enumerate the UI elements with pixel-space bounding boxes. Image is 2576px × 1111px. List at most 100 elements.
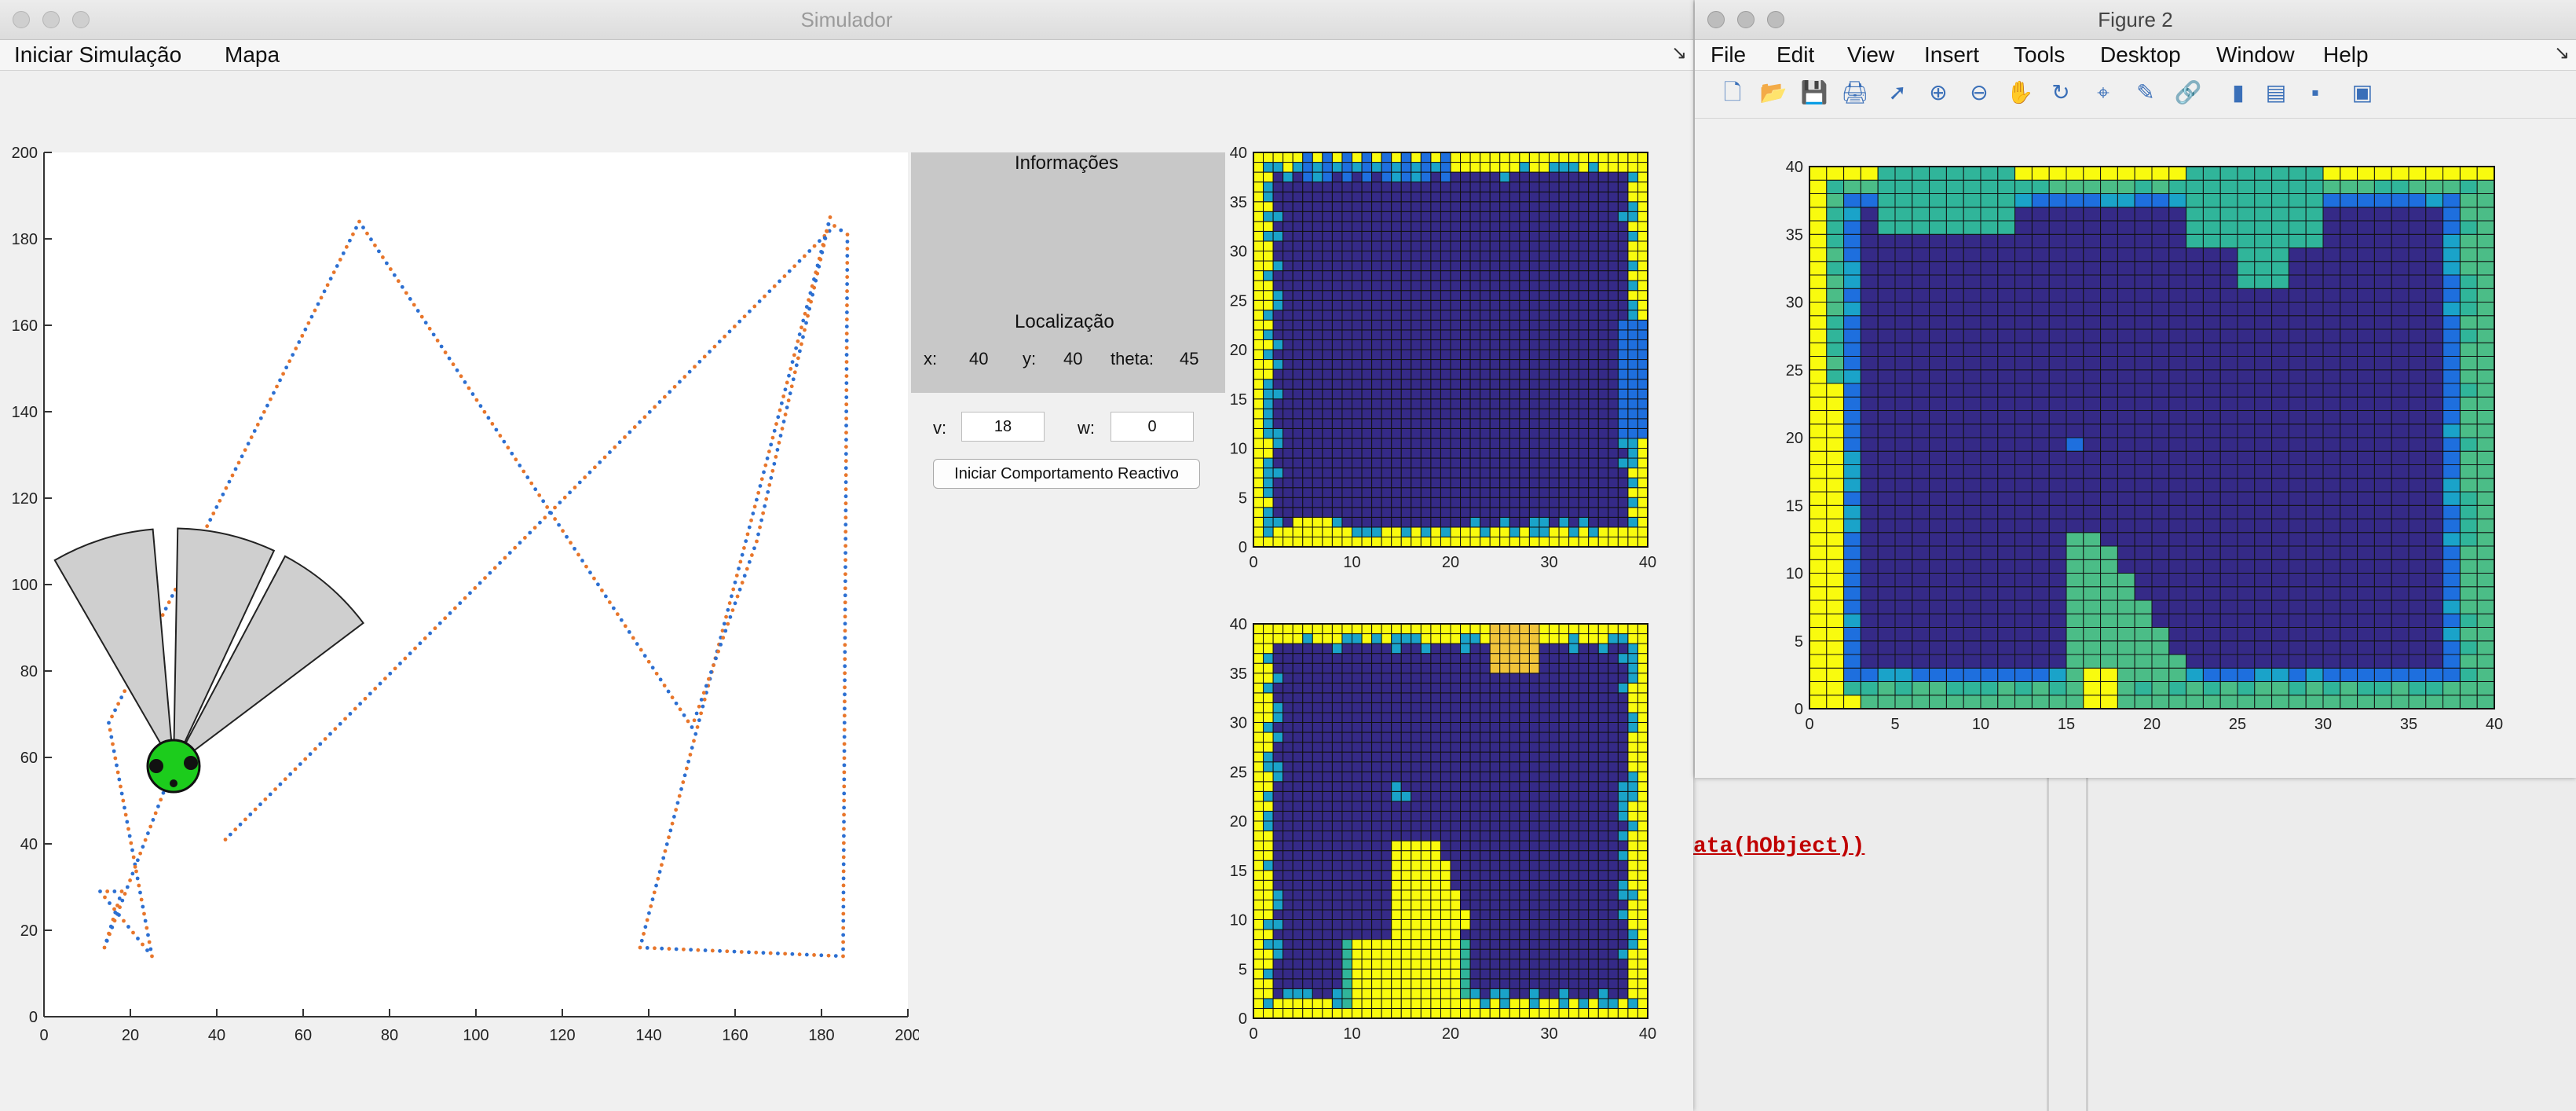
- heatmap-cell: [1440, 211, 1451, 222]
- heatmap-cell: [1489, 919, 1501, 930]
- heatmap-cell: [2014, 464, 2033, 479]
- heatmap-cell: [2459, 383, 2478, 398]
- background-code-link[interactable]: ata(hObject)): [1693, 834, 1865, 859]
- heatmap-cell: [1331, 909, 1343, 921]
- heatmap-cell: [1597, 536, 1609, 548]
- heatmap-cell: [1549, 379, 1560, 390]
- zoom-out-icon[interactable]: ⊖: [1970, 80, 1989, 104]
- menu-view[interactable]: View: [1847, 42, 1895, 67]
- new-icon[interactable]: 🗋: [1723, 80, 1742, 104]
- heatmap-cell: [1411, 349, 1422, 361]
- heatmap-cell: [1302, 310, 1313, 321]
- menu-window[interactable]: Window: [2216, 42, 2295, 67]
- heatmap-cell: [1352, 810, 1363, 822]
- datatip-icon[interactable]: ⌖: [2097, 80, 2109, 104]
- open-icon[interactable]: 📂: [1759, 80, 1787, 104]
- trajectory-dot: [230, 473, 235, 478]
- dock-icon[interactable]: ▣: [2351, 80, 2373, 104]
- pan-icon[interactable]: ✋: [2006, 80, 2034, 104]
- close-window-icon[interactable]: [1707, 11, 1725, 28]
- heatmap-cell: [1283, 487, 1293, 498]
- menu-mapa[interactable]: Mapa: [225, 42, 280, 67]
- heatmap-cell: [1480, 536, 1491, 548]
- heatmap-cell: [1381, 477, 1392, 489]
- rotate-icon[interactable]: ↻: [2051, 80, 2070, 104]
- heatmap-cell: [1997, 573, 2016, 588]
- trajectory-dot: [742, 314, 747, 319]
- zoom-in-icon[interactable]: ⊕: [1929, 80, 1948, 104]
- heatmap-cell: [1489, 988, 1501, 999]
- heatmap-cell: [1450, 790, 1462, 802]
- heatmap-cell: [2357, 491, 2375, 506]
- heatmap-cell: [1400, 742, 1412, 753]
- heatmap-cell: [1460, 850, 1471, 861]
- w-input[interactable]: 0: [1111, 412, 1194, 442]
- save-icon[interactable]: 💾: [1800, 80, 1828, 104]
- heatmap-cell: [2219, 396, 2238, 411]
- heatmap-cell: [1420, 761, 1432, 772]
- heatmap-cell: [2186, 504, 2204, 519]
- v-input[interactable]: 18: [961, 412, 1045, 442]
- heatmap-cell: [2271, 491, 2289, 506]
- pointer-icon[interactable]: ➚: [1888, 80, 1907, 104]
- heatmap-cell: [1617, 879, 1629, 891]
- heatmap-cell: [1509, 682, 1520, 694]
- heatmap-cell: [1528, 722, 1540, 733]
- close-window-icon[interactable]: [13, 11, 30, 28]
- heatmap-cell: [2254, 667, 2273, 682]
- heatmap-cell: [2442, 410, 2461, 425]
- minimize-window-icon[interactable]: [1737, 11, 1755, 28]
- heatmap-cell: [1469, 477, 1481, 489]
- heatmap-cell: [1292, 329, 1304, 340]
- heatmap-cell: [1489, 152, 1501, 163]
- hide-icon[interactable]: ▪: [2311, 80, 2319, 104]
- heatmap-cell: [2373, 478, 2392, 493]
- heatmap-cell: [1519, 339, 1530, 350]
- heatmap-cell: [1499, 448, 1510, 459]
- heatmap-cell: [1627, 240, 1638, 251]
- trajectory-dot: [728, 614, 733, 619]
- link-icon[interactable]: 🔗: [2174, 80, 2202, 104]
- heatmap-cell: [1578, 899, 1590, 911]
- trajectory-dot: [492, 566, 497, 570]
- menu-desktop[interactable]: Desktop: [2100, 42, 2181, 67]
- heatmap-cell: [1469, 968, 1481, 980]
- dock-arrow-icon[interactable]: ↘: [2554, 42, 2571, 64]
- menu-help[interactable]: Help: [2323, 42, 2369, 67]
- heatmap-cell: [1302, 959, 1313, 970]
- brush-icon[interactable]: ✎: [2136, 80, 2155, 104]
- menu-tools[interactable]: Tools: [2014, 42, 2066, 67]
- menu-iniciar-simulacao[interactable]: Iniciar Simulação: [14, 42, 182, 67]
- start-reactive-behavior-button[interactable]: Iniciar Comportamento Reactivo: [933, 459, 1200, 489]
- heatmap-cell: [1945, 640, 1964, 655]
- colorbar-icon[interactable]: ▮: [2232, 80, 2245, 104]
- heatmap-cell: [2442, 600, 2461, 614]
- heatmap-cell: [1391, 830, 1402, 842]
- heatmap-cell: [1568, 801, 1579, 812]
- menu-edit[interactable]: Edit: [1776, 42, 1815, 67]
- heatmap-cell: [1929, 695, 1947, 710]
- heatmap-cell: [1302, 448, 1313, 459]
- trajectory-dot: [844, 339, 849, 343]
- menu-insert[interactable]: Insert: [1924, 42, 1980, 67]
- heatmap-cell: [2357, 600, 2375, 614]
- menu-file[interactable]: File: [1711, 42, 1747, 67]
- heatmap-cell: [1411, 722, 1422, 733]
- heatmap-cell: [2357, 681, 2375, 696]
- heatmap-cell: [1627, 221, 1638, 232]
- heatmap-cell: [1627, 211, 1638, 222]
- heatmap-cell: [1361, 909, 1373, 921]
- legend-icon[interactable]: ▤: [2265, 80, 2287, 104]
- heatmap-cell: [1549, 742, 1560, 753]
- heatmap-cell: [1430, 643, 1441, 654]
- dock-arrow-icon[interactable]: ↘: [1671, 42, 1688, 64]
- maximize-window-icon[interactable]: [72, 11, 90, 28]
- heatmap-cell: [1499, 623, 1510, 635]
- heatmap-cell: [1469, 623, 1481, 635]
- minimize-window-icon[interactable]: [42, 11, 60, 28]
- heatmap-cell: [2442, 545, 2461, 560]
- maximize-window-icon[interactable]: [1767, 11, 1784, 28]
- heatmap-cell: [1352, 319, 1363, 331]
- heatmap-cell: [1608, 457, 1619, 469]
- print-icon[interactable]: 🖨: [1841, 80, 1869, 104]
